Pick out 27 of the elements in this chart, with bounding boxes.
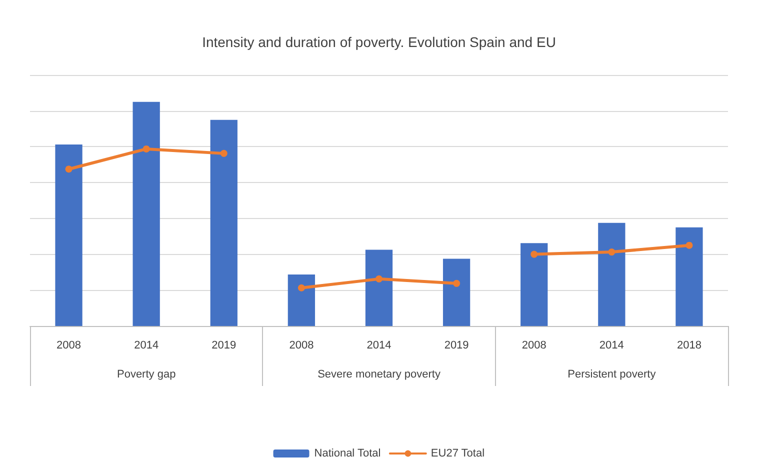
x-tick-label: 2018 [676, 340, 702, 352]
legend-label: EU27 Total [430, 448, 485, 460]
point [65, 166, 72, 173]
x-tick-label: 2008 [289, 340, 314, 352]
chart-title: Intensity and duration of poverty. Evolution Spain and EU [202, 34, 556, 50]
bar [442, 258, 470, 326]
bar [288, 274, 316, 326]
bar [132, 102, 160, 326]
text: Severe monetary poverty [318, 368, 441, 380]
bar [598, 222, 626, 326]
x-tick-label: 2008 [522, 340, 546, 352]
text: Poverty gap [116, 368, 176, 380]
bar [676, 227, 703, 326]
legend-label: National Total [314, 448, 381, 460]
x-tick-label: 2014 [366, 340, 392, 352]
bar [365, 250, 393, 326]
x-tick-label: 2014 [599, 340, 624, 352]
point [142, 145, 150, 152]
bar [55, 144, 82, 326]
x-tick-label: 2014 [134, 340, 159, 352]
bar [520, 243, 548, 326]
bar [210, 120, 238, 326]
x-tick-label: 2019 [212, 340, 236, 352]
x-tick-label: 2019 [444, 340, 469, 352]
text: Persistent poverty [568, 368, 656, 380]
point [220, 150, 228, 157]
x-tick-label: 2008 [56, 340, 82, 352]
